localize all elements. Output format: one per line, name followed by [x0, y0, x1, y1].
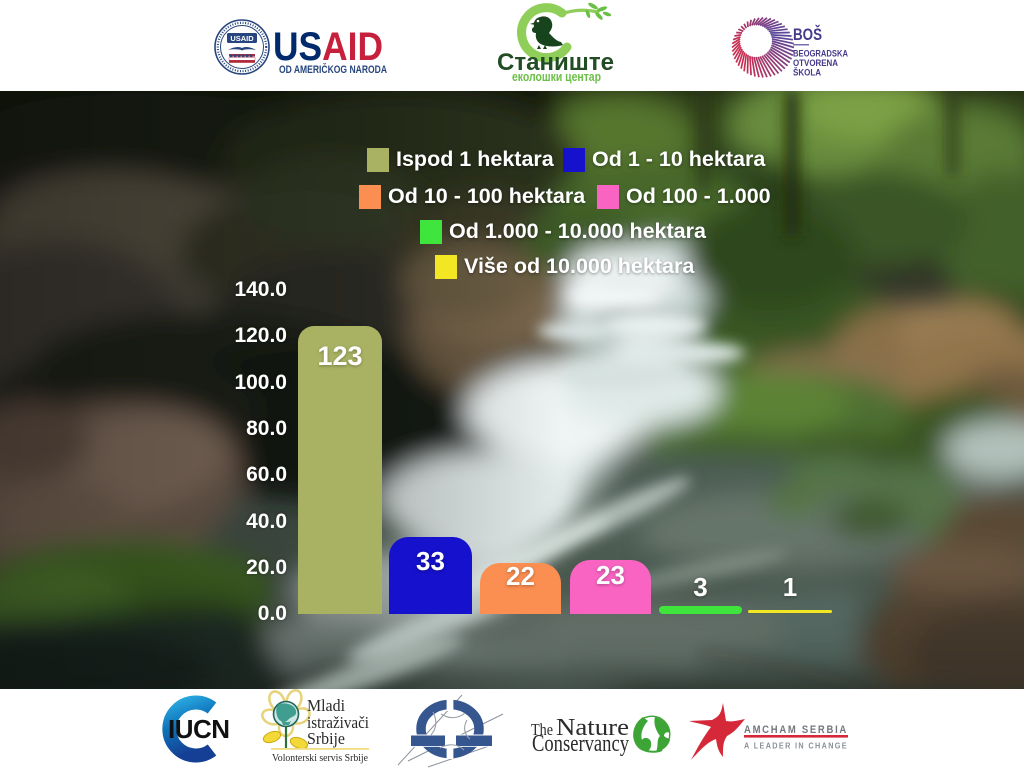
svg-text:BOŠ: BOŠ [793, 25, 822, 44]
svg-text:ЕУРАУ: ЕУРАУ [424, 765, 477, 768]
svg-text:USAID: USAID [230, 34, 254, 43]
svg-text:A LEADER IN CHANGE: A LEADER IN CHANGE [744, 742, 848, 751]
svg-text:Станиште: Станиште [497, 49, 614, 76]
svg-text:еколошки центар: еколошки центар [512, 70, 601, 84]
svg-text:Volonterski servis Srbije: Volonterski servis Srbije [272, 752, 368, 764]
svg-text:IUCN: IUCN [168, 714, 230, 744]
svg-text:Conservancy: Conservancy [532, 731, 629, 757]
svg-text:The: The [531, 720, 553, 739]
svg-text:ŠKOLA: ŠKOLA [793, 67, 821, 79]
svg-text:BEOGRADSKA: BEOGRADSKA [793, 49, 848, 60]
svg-text:USAID: USAID [273, 25, 383, 69]
svg-text:Nature: Nature [556, 715, 629, 741]
svg-text:OD AMERIČKOG NARODA: OD AMERIČKOG NARODA [279, 63, 387, 76]
svg-text:istraživači: istraživači [307, 713, 369, 732]
svg-text:OTVORENA: OTVORENA [793, 58, 838, 69]
svg-text:Mladi: Mladi [307, 696, 345, 715]
svg-text:Srbije: Srbije [307, 729, 345, 748]
svg-text:AMCHAM SERBIA: AMCHAM SERBIA [744, 724, 848, 736]
